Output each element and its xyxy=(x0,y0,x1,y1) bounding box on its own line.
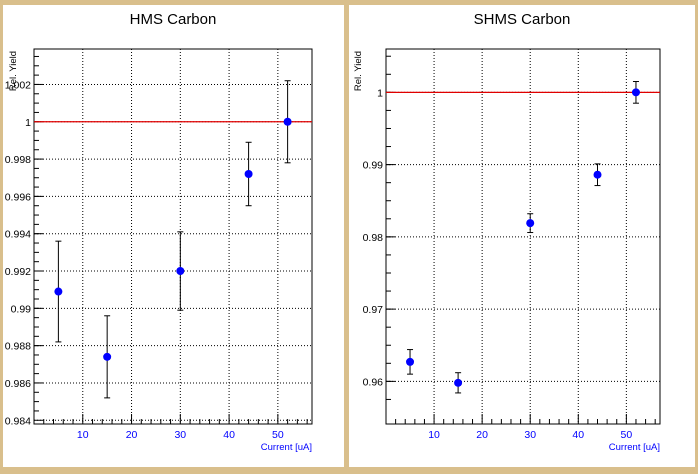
x-tick-label: 40 xyxy=(223,429,235,441)
hms-carbon-chart: HMS Carbon Current [uA] Rel. Yield 10 20 3… xyxy=(5,11,313,453)
y-tick-label: 1 xyxy=(377,87,383,99)
data-point xyxy=(244,170,253,178)
chart-title: HMS Carbon xyxy=(130,11,217,28)
x-tick-label: 20 xyxy=(476,429,488,441)
x-tick-label: 30 xyxy=(524,429,536,441)
data-point xyxy=(454,378,463,387)
y-tick-label: 0.986 xyxy=(5,378,31,390)
hms-carbon-pad: HMS Carbon Current [uA] Rel. Yield 10 20 3… xyxy=(3,5,344,467)
y-tick-label: 0.99 xyxy=(363,160,384,172)
data-point xyxy=(176,267,185,276)
y-tick-label: 1.002 xyxy=(5,79,31,91)
data-point xyxy=(631,88,640,97)
data-point xyxy=(406,357,415,366)
x-axis-label: Current [uA] xyxy=(609,442,660,453)
data-point xyxy=(103,352,112,361)
chart-title: SHMS Carbon xyxy=(474,11,571,28)
y-tick-label: 0.996 xyxy=(5,191,31,203)
y-tick-label: 0.98 xyxy=(363,232,384,244)
data-point xyxy=(526,219,535,228)
x-tick-label: 50 xyxy=(272,429,284,441)
y-axis-label: Rel. Yield xyxy=(8,51,19,91)
y-tick-label: 0.988 xyxy=(5,341,31,353)
shms-carbon-chart: SHMS Carbon Current [uA] Rel. Yield 10 20… xyxy=(353,11,661,453)
data-point xyxy=(283,117,292,126)
plot-frame xyxy=(385,48,661,425)
x-tick-label: 40 xyxy=(572,429,584,441)
plot-frame xyxy=(33,48,313,425)
plot-area: 10 20 30 40 50 0.984 0.986 0.988 0.99 0.992 0.994 0… xyxy=(5,48,313,441)
y-tick-label: 0.994 xyxy=(5,229,31,241)
y-tick-label: 0.992 xyxy=(5,266,31,278)
plot-area: 10 20 30 40 50 0.96 0.97 0.98 0.99 1 xyxy=(363,48,661,441)
y-tick-label: 0.984 xyxy=(5,415,31,427)
shms-carbon-pad: SHMS Carbon Current [uA] Rel. Yield 10 20… xyxy=(349,5,695,467)
x-axis-label: Current [uA] xyxy=(261,442,312,453)
x-tick-label: 10 xyxy=(77,429,89,441)
data-point xyxy=(54,287,63,296)
x-tick-label: 20 xyxy=(126,429,138,441)
y-tick-label: 0.96 xyxy=(363,376,384,388)
data-point xyxy=(593,170,602,179)
y-tick-label: 1 xyxy=(25,117,31,129)
x-tick-label: 30 xyxy=(174,429,186,441)
x-tick-label: 50 xyxy=(621,429,633,441)
y-axis-label: Rel. Yield xyxy=(353,51,364,91)
y-tick-label: 0.99 xyxy=(11,303,32,315)
y-tick-label: 0.998 xyxy=(5,154,31,166)
y-tick-label: 0.97 xyxy=(363,304,384,316)
x-tick-label: 10 xyxy=(428,429,440,441)
